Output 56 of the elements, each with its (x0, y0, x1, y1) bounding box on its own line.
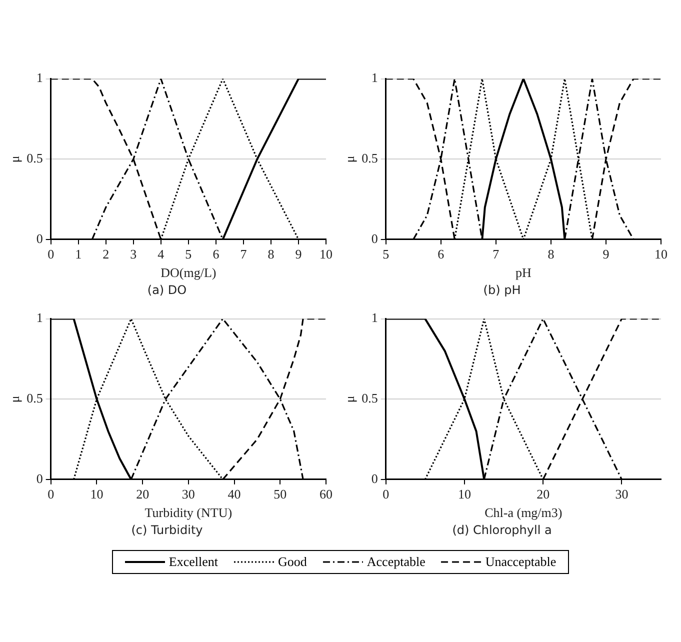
x-tick-label: 4 (158, 246, 165, 262)
x-tick-label: 30 (182, 486, 195, 502)
x-tick-label: 40 (228, 486, 241, 502)
legend-label: Good (278, 554, 307, 570)
x-tick-label: 0 (48, 246, 54, 262)
x-tick-label: 8 (548, 246, 554, 262)
y-axis-title: μ (7, 156, 22, 163)
x-tick-label: 60 (320, 486, 332, 502)
x-tick-label: 10 (90, 486, 104, 502)
legend-label: Unacceptable (485, 554, 556, 570)
y-tick-label: 0 (371, 470, 378, 486)
y-tick-label: 0.5 (26, 150, 43, 166)
x-tick-label: 20 (536, 486, 550, 502)
y-tick-label: 1 (36, 70, 43, 86)
x-tick-label: 7 (492, 246, 500, 262)
text: (d) Chlorophyll a (452, 522, 552, 537)
x-tick-label: 10 (320, 246, 332, 262)
x-tick-label: 9 (602, 246, 610, 262)
x-axis-title: DO(mg/L) (160, 265, 216, 280)
x-tick-label: 1 (75, 246, 82, 262)
x-tick-label: 10 (458, 486, 471, 502)
x-tick-label: 6 (212, 246, 220, 262)
y-tick-label: 0.5 (362, 390, 378, 406)
x-axis-title: Turbidity (NTU) (144, 505, 232, 520)
y-axis-title: μ (342, 396, 358, 403)
legend-label: Excellent (168, 554, 218, 570)
x-axis-title: pH (515, 265, 532, 280)
x-tick-label: 7 (240, 246, 248, 262)
x-tick-label: 30 (615, 486, 628, 502)
x-tick-label: 50 (274, 486, 287, 502)
y-tick-label: 0 (36, 470, 43, 486)
x-tick-label: 10 (654, 246, 668, 262)
text: (c) Turbidity (131, 522, 203, 537)
x-tick-label: 2 (102, 246, 110, 262)
legend-label: Acceptable (366, 554, 426, 570)
x-tick-label: 5 (382, 246, 390, 262)
y-tick-label: 0.5 (26, 390, 43, 406)
x-axis-title: Chl-a (mg/m3) (484, 505, 562, 520)
y-tick-label: 0.5 (362, 150, 378, 166)
y-tick-label: 0 (371, 230, 378, 246)
text: (a) DO (147, 282, 187, 297)
x-tick-label: 6 (438, 246, 445, 262)
y-axis-title: μ (7, 396, 22, 403)
y-tick-label: 1 (36, 310, 43, 326)
y-tick-label: 0 (36, 230, 43, 246)
x-tick-label: 5 (185, 246, 192, 262)
x-tick-label: 9 (295, 246, 302, 262)
x-tick-label: 3 (130, 246, 137, 262)
text: (b) pH (483, 282, 521, 297)
x-tick-label: 20 (136, 486, 150, 502)
x-tick-label: 0 (48, 486, 54, 502)
y-tick-label: 1 (371, 310, 378, 326)
y-tick-label: 1 (371, 70, 378, 86)
x-tick-label: 8 (268, 246, 274, 262)
y-axis-title: μ (342, 156, 358, 163)
x-tick-label: 0 (382, 486, 390, 502)
